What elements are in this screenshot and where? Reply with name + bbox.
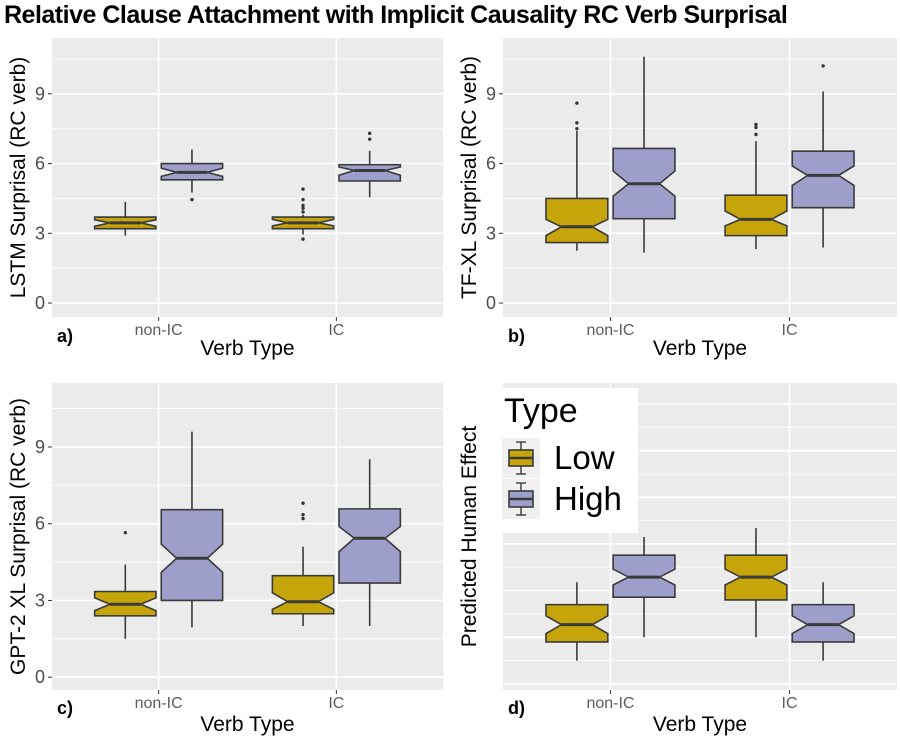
svg-text:6: 6 — [35, 514, 45, 534]
svg-text:IC: IC — [782, 322, 798, 339]
svg-text:9: 9 — [486, 84, 496, 104]
svg-text:non-IC: non-IC — [135, 322, 183, 339]
svg-text:IC: IC — [328, 322, 344, 339]
svg-text:non-IC: non-IC — [586, 322, 634, 339]
panel-b-plot: non-IC IC 0 3 6 9 — [486, 38, 897, 339]
legend: Type Low High — [494, 388, 638, 533]
panel-d-tag: d) — [508, 698, 525, 718]
legend-entry-high: High — [502, 478, 638, 519]
svg-text:9: 9 — [35, 84, 45, 104]
panel-b-x-axis-title: Verb Type — [652, 337, 748, 360]
panel-d-x-axis-title: Verb Type — [652, 713, 748, 736]
legend-title: Type — [504, 392, 578, 430]
svg-text:non-IC: non-IC — [135, 695, 183, 712]
svg-text:0: 0 — [486, 293, 496, 313]
panel-c-x-axis-title: Verb Type — [200, 713, 295, 736]
svg-text:3: 3 — [35, 223, 45, 243]
svg-text:IC: IC — [328, 695, 344, 712]
panel-b-tag: b) — [508, 326, 525, 346]
svg-text:6: 6 — [486, 154, 496, 174]
legend-label-low: Low — [554, 439, 615, 476]
svg-text:3: 3 — [35, 590, 45, 610]
svg-text:0: 0 — [35, 667, 45, 687]
panel-a-plot: non-IC IC 0 3 6 9 — [35, 38, 443, 339]
boxplot-key-low-icon — [502, 437, 540, 478]
panel-d-plot: non-IC IC — [503, 383, 897, 712]
panel-c-plot: non-IC IC 0 3 6 9 — [35, 383, 443, 712]
svg-text:3: 3 — [486, 223, 496, 243]
svg-text:9: 9 — [35, 437, 45, 457]
boxplot-key-high-icon — [502, 478, 540, 519]
panel-a-x-axis-title: Verb Type — [200, 337, 295, 360]
panel-a-tag: a) — [57, 326, 74, 346]
panel-c-tag: c) — [57, 698, 74, 718]
svg-text:0: 0 — [35, 293, 45, 313]
figure-title: Relative Clause Attachment with Implicit… — [4, 1, 788, 29]
legend-entry-low: Low — [502, 437, 638, 478]
svg-text:IC: IC — [782, 695, 798, 712]
svg-text:non-IC: non-IC — [586, 695, 634, 712]
legend-label-high: High — [554, 480, 622, 517]
svg-text:6: 6 — [35, 154, 45, 174]
